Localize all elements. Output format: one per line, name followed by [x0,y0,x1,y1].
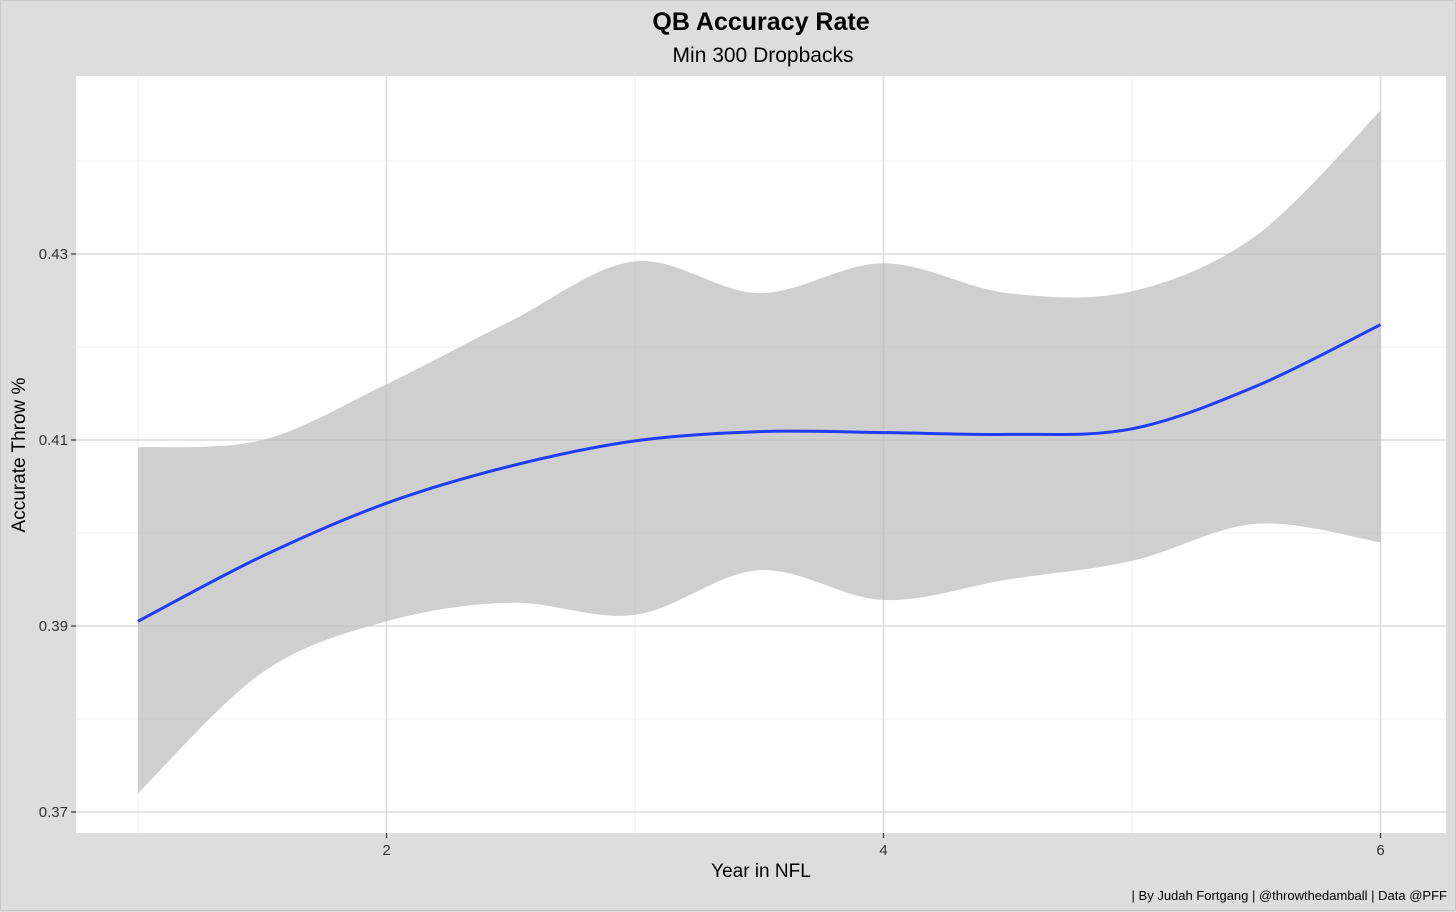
x-tick-label: 4 [879,842,887,859]
y-axis-label: Accurate Throw % [9,377,30,532]
y-tick-label: 0.41 [39,432,68,449]
confidence-band [138,110,1381,794]
x-tick-label: 2 [382,842,390,859]
x-axis-label: Year in NFL [711,861,811,882]
y-tick-label: 0.43 [39,246,68,263]
y-axis: 0.37 0.39 0.41 0.43 [39,246,76,821]
chart-subtitle: Min 300 Dropbacks [673,44,854,67]
x-axis: 2 4 6 [382,833,1385,859]
series-line [137,323,1382,623]
chart-caption: | By Judah Fortgang | @throwthedamball |… [1132,888,1447,903]
y-tick-label: 0.39 [39,618,68,635]
chart-title: QB Accuracy Rate [652,8,869,36]
y-tick-label: 0.37 [39,804,68,821]
x-tick-label: 6 [1376,842,1384,859]
